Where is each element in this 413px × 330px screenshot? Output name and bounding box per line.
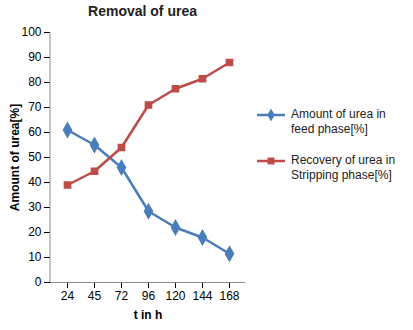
svg-text:Amount of urea[%]: Amount of urea[%]: [8, 104, 22, 211]
svg-text:0: 0: [35, 275, 42, 289]
html-text:Recovery of urea in Stripping: Recovery of urea in Stripping phase[%]: [291, 153, 396, 182]
svg-text:100: 100: [21, 25, 41, 39]
svg-text:80: 80: [28, 75, 42, 89]
svg-text:60: 60: [28, 125, 42, 139]
svg-text:20: 20: [28, 225, 42, 239]
svg-text:90: 90: [28, 50, 42, 64]
svg-text:40: 40: [28, 175, 42, 189]
svg-text:96: 96: [142, 289, 156, 303]
svg-text:30: 30: [28, 200, 42, 214]
svg-text:168: 168: [219, 289, 239, 303]
svg-text:24: 24: [61, 289, 75, 303]
svg-text:70: 70: [28, 100, 42, 114]
html-text:Removal of urea: Removal of urea: [88, 3, 197, 19]
svg-text:45: 45: [88, 289, 102, 303]
svg-text:72: 72: [115, 289, 129, 303]
html-text:Amount of urea in feed phase[%: Amount of urea in feed phase[%]: [291, 107, 386, 136]
svg-text:10: 10: [28, 250, 42, 264]
svg-text:144: 144: [192, 289, 212, 303]
svg-text:120: 120: [165, 289, 185, 303]
svg-text:50: 50: [28, 150, 42, 164]
svg-text:t in h: t in h: [134, 308, 163, 322]
